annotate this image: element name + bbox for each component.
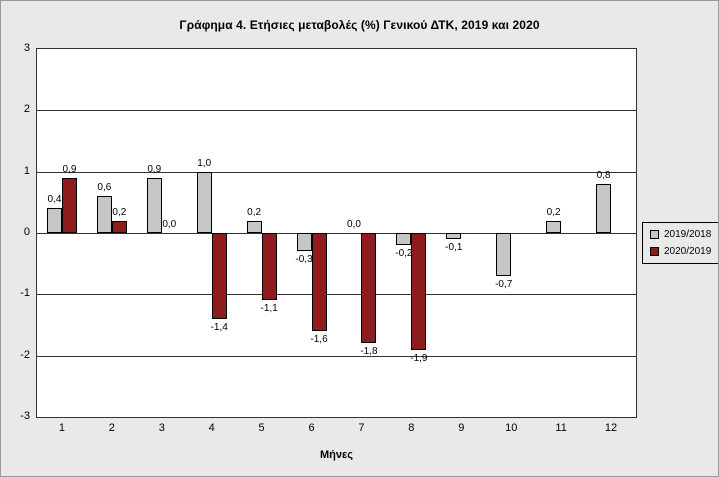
gridline	[37, 110, 636, 112]
value-label-series-0-month-1: 0,4	[47, 194, 62, 206]
x-axis: 1 2 3 4 5 6 7 8 9 10 11 12	[37, 422, 636, 436]
value-label-series-1-month-7: -1,8	[360, 346, 378, 358]
legend-label-2020-2019: 2020/2019	[664, 246, 712, 257]
month-label: 2	[108, 422, 115, 434]
value-label-series-1-month-8: -1,9	[410, 352, 428, 364]
value-label-series-0-month-6: -0,3	[295, 254, 313, 266]
month-label: 10	[505, 422, 518, 434]
bar-series-1-month-8	[411, 233, 427, 350]
bar-series-0-month-3	[146, 177, 162, 233]
bar-series-1-month-1	[61, 177, 77, 233]
y-tick-label: -1	[20, 287, 30, 300]
bar-series-1-month-5	[261, 233, 277, 301]
bar-series-1-month-2	[111, 220, 127, 233]
bar-series-0-month-6	[296, 233, 312, 252]
month-label: 1	[58, 422, 66, 434]
bar-series-1-month-4	[211, 233, 227, 319]
gridline	[37, 355, 636, 357]
month-label: 12	[604, 422, 618, 434]
legend-label-2019-2018: 2019/2018	[664, 229, 712, 240]
y-tick-label: 3	[23, 42, 30, 54]
legend-swatch-0	[650, 230, 659, 239]
month-label: 7	[358, 422, 365, 434]
value-label-series-1-month-6: -1,6	[310, 334, 328, 346]
bar-series-0-month-12	[596, 183, 612, 233]
y-tick-label: 1	[23, 164, 30, 177]
chart-title: Γράφημα 4. Ετήσιες μεταβολές (%) Γενικού…	[179, 18, 540, 32]
bar-series-0-month-11	[546, 220, 562, 233]
y-tick-label: -2	[20, 348, 30, 361]
value-label-series-0-month-2: 0,6	[97, 182, 112, 194]
bar-series-0-month-2	[96, 196, 112, 233]
value-label-series-1-month-2: 0,2	[112, 206, 127, 218]
value-label-series-0-month-8: -0,2	[395, 248, 413, 260]
value-label-series-0-month-10: -0,7	[495, 278, 513, 290]
bar-series-1-month-6	[311, 233, 327, 332]
value-label-series-1-month-4: -1,4	[210, 321, 228, 333]
legend-item-2020-2019: 2020/2019	[650, 246, 711, 257]
month-label: 5	[258, 422, 265, 434]
bar-series-0-month-5	[246, 220, 262, 233]
month-label: 6	[308, 422, 315, 434]
gridline	[37, 171, 636, 173]
value-label-series-0-month-7: 0,0	[347, 219, 361, 230]
month-label: 11	[555, 422, 567, 434]
y-tick-label: 2	[23, 103, 30, 116]
value-label-series-0-month-12: 0,8	[596, 169, 611, 181]
legend-swatch-1	[650, 247, 659, 256]
bar-series-0-month-4	[196, 171, 212, 233]
value-label-series-0-month-11: 0,2	[546, 206, 561, 218]
bar-series-0-month-9	[446, 233, 462, 240]
plot-area: 0,4 0,9 0,6 0,2 0,9 0,0 1,0 -1,4 0,2 -1,1 -0,3 -1,6…	[36, 48, 637, 418]
bar-series-0-month-8	[396, 233, 412, 246]
month-label: 8	[408, 422, 415, 434]
y-tick-label: 0	[23, 226, 30, 238]
month-label: 9	[458, 422, 465, 434]
gridline	[37, 294, 636, 296]
value-label-series-0-month-5: 0,2	[247, 206, 262, 218]
month-label: 3	[158, 422, 165, 434]
value-label-series-1-month-5: -1,1	[260, 303, 278, 315]
legend-item-2019-2018: 2019/2018	[650, 229, 711, 240]
x-axis-title: Μήνες	[320, 449, 353, 461]
value-label-series-0-month-3: 0,9	[147, 163, 162, 175]
gridline	[37, 233, 636, 234]
value-label-series-1-month-3: 0,0	[162, 219, 177, 230]
y-tick-label: -3	[20, 410, 30, 422]
bar-series-1-month-7	[361, 233, 377, 344]
value-label-series-1-month-1: 0,9	[62, 163, 77, 175]
value-label-series-0-month-9: -0,1	[445, 242, 463, 254]
month-label: 4	[208, 422, 215, 434]
value-label-series-0-month-4: 1,0	[197, 157, 212, 169]
legend: 2019/2018 2020/2019	[642, 222, 718, 264]
bar-series-0-month-10	[496, 233, 512, 276]
bar-series-0-month-1	[46, 208, 62, 233]
